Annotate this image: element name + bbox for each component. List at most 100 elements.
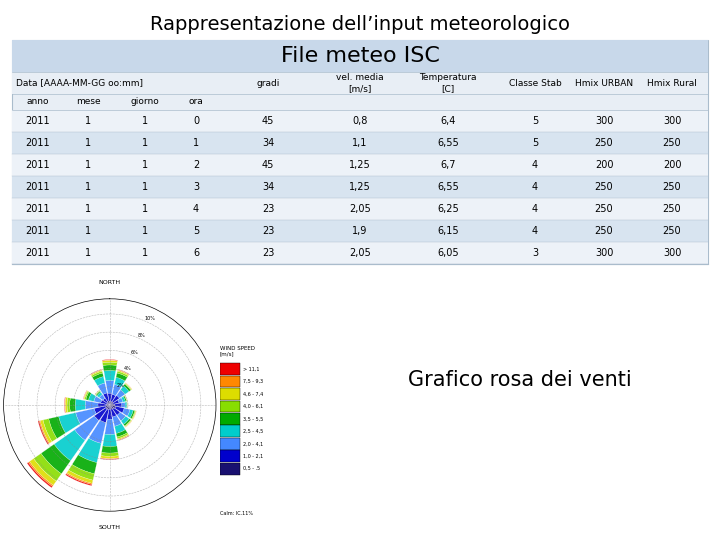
Text: 200: 200 <box>662 160 681 170</box>
Bar <box>103 398 108 403</box>
Bar <box>90 369 102 375</box>
Bar <box>102 360 117 361</box>
Bar <box>100 409 109 423</box>
Bar <box>68 464 94 480</box>
Bar <box>66 473 92 484</box>
Bar <box>220 413 240 424</box>
Bar <box>132 410 135 419</box>
Bar <box>111 394 116 402</box>
Bar <box>100 458 120 460</box>
Text: mese: mese <box>76 98 100 106</box>
Bar <box>12 40 708 264</box>
Bar <box>106 405 109 407</box>
Bar <box>102 360 117 361</box>
Text: 6,7: 6,7 <box>440 160 456 170</box>
Bar <box>109 405 116 408</box>
Text: 1: 1 <box>85 248 91 258</box>
Text: 4,6 - 7,4: 4,6 - 7,4 <box>243 392 264 396</box>
Bar <box>109 403 113 405</box>
Bar <box>117 434 129 440</box>
Bar <box>101 456 119 458</box>
Text: 5: 5 <box>532 138 538 148</box>
Bar <box>95 390 100 395</box>
Bar <box>67 470 93 483</box>
Text: 1: 1 <box>142 182 148 192</box>
Bar <box>54 430 85 461</box>
Bar <box>49 416 66 438</box>
Bar <box>118 398 123 403</box>
Bar <box>111 409 117 417</box>
Bar <box>103 393 109 401</box>
Bar <box>107 409 112 419</box>
Bar <box>58 413 81 433</box>
Bar <box>220 450 240 462</box>
Bar <box>86 392 91 400</box>
Bar <box>117 435 129 440</box>
Bar <box>117 370 129 376</box>
Text: gradi: gradi <box>256 78 279 87</box>
Text: ora: ora <box>189 98 203 106</box>
Text: File meteo ISC: File meteo ISC <box>281 46 439 66</box>
Bar <box>117 390 125 398</box>
Text: 2011: 2011 <box>26 204 50 214</box>
Bar <box>12 242 708 264</box>
Bar <box>43 418 57 442</box>
Bar <box>125 421 132 427</box>
Text: 3: 3 <box>532 248 538 258</box>
Text: 45: 45 <box>262 160 274 170</box>
Bar <box>220 426 240 437</box>
Bar <box>96 391 101 396</box>
Bar <box>101 453 119 456</box>
Bar <box>12 132 708 154</box>
Bar <box>107 405 109 410</box>
Bar <box>91 370 102 375</box>
Text: Data [AAAA-MM-GG oo:mm]: Data [AAAA-MM-GG oo:mm] <box>16 78 143 87</box>
Text: 250: 250 <box>595 226 613 236</box>
Text: 23: 23 <box>262 226 274 236</box>
Bar <box>92 373 104 380</box>
Bar <box>109 405 112 409</box>
Bar <box>75 399 86 411</box>
Text: 2011: 2011 <box>26 160 50 170</box>
Text: 1: 1 <box>85 116 91 126</box>
Text: Hmix URBAN: Hmix URBAN <box>575 78 633 87</box>
Text: 300: 300 <box>663 248 681 258</box>
Text: 250: 250 <box>595 204 613 214</box>
Bar <box>27 462 53 488</box>
Bar <box>102 360 117 363</box>
Bar <box>220 363 240 375</box>
Bar <box>125 420 132 427</box>
Text: 23: 23 <box>262 204 274 214</box>
Bar <box>12 154 708 176</box>
Bar <box>78 438 102 463</box>
Bar <box>109 401 110 405</box>
Bar <box>121 396 125 402</box>
Bar <box>39 421 50 444</box>
Text: 2011: 2011 <box>26 138 50 148</box>
Text: 7,5 - 9,3: 7,5 - 9,3 <box>243 379 263 384</box>
Text: 6,25: 6,25 <box>437 204 459 214</box>
Bar <box>114 403 122 407</box>
Text: anno: anno <box>27 98 49 106</box>
Text: 1: 1 <box>142 204 148 214</box>
Bar <box>109 404 115 406</box>
Text: 4,0 - 6,1: 4,0 - 6,1 <box>243 404 264 409</box>
Text: 1: 1 <box>142 248 148 258</box>
Bar <box>41 444 71 474</box>
Text: 2,0 - 4,1: 2,0 - 4,1 <box>243 441 264 446</box>
Bar <box>116 373 127 381</box>
Bar <box>113 400 119 404</box>
Text: 4: 4 <box>532 226 538 236</box>
Bar <box>103 434 117 447</box>
Text: 4: 4 <box>532 160 538 170</box>
Bar <box>12 198 708 220</box>
Bar <box>109 402 113 405</box>
Bar <box>95 390 99 395</box>
Bar <box>38 421 49 444</box>
Text: 4: 4 <box>532 182 538 192</box>
Text: 3: 3 <box>193 182 199 192</box>
Text: 1,0 - 2,1: 1,0 - 2,1 <box>243 454 264 459</box>
Text: Calm: IC.11%: Calm: IC.11% <box>220 511 253 516</box>
Text: 2011: 2011 <box>26 226 50 236</box>
Bar <box>117 433 128 439</box>
